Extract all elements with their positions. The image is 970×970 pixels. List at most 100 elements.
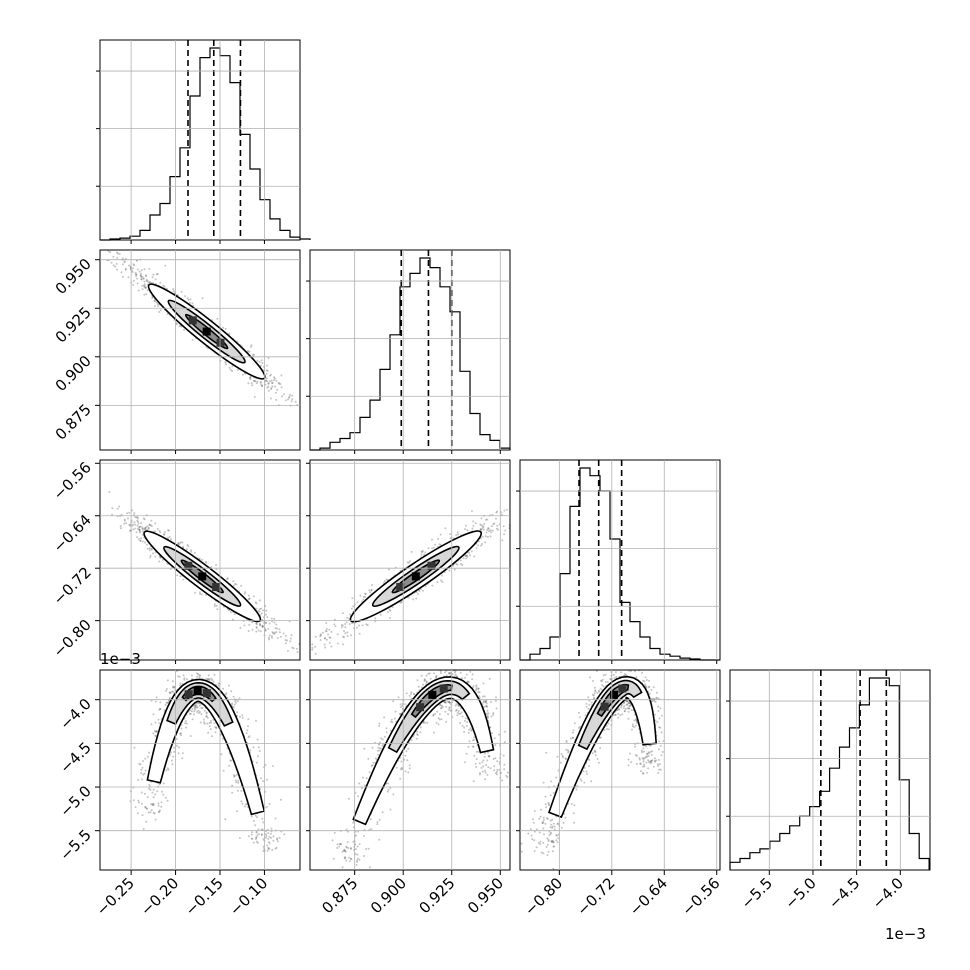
sample-point <box>489 529 492 532</box>
sample-point <box>148 547 151 550</box>
sample-point <box>247 630 250 632</box>
sample-point <box>421 549 424 552</box>
sample-point <box>220 753 223 756</box>
sample-point <box>265 369 268 372</box>
sample-point <box>142 760 144 763</box>
sample-point <box>200 593 203 596</box>
sample-point <box>234 779 237 782</box>
sample-point <box>265 835 268 837</box>
sample-point <box>158 722 161 725</box>
sample-point <box>490 525 493 528</box>
sample-point <box>141 766 144 769</box>
sample-point <box>142 277 145 280</box>
sample-point <box>154 730 156 733</box>
sample-point <box>265 364 268 367</box>
sample-point <box>486 535 489 538</box>
sample-point <box>358 632 361 635</box>
sample-point <box>136 268 139 271</box>
sample-point <box>288 396 290 399</box>
sample-point <box>144 769 147 772</box>
sample-point <box>162 793 165 796</box>
sample-point <box>410 550 413 553</box>
sample-point <box>217 682 220 685</box>
sample-point <box>145 279 148 282</box>
sample-point <box>489 535 492 538</box>
sample-point <box>138 762 141 765</box>
sample-point <box>471 527 474 530</box>
sample-point <box>150 809 153 812</box>
sample-point <box>154 721 157 724</box>
sample-point <box>279 798 282 801</box>
sample-point <box>496 524 499 527</box>
sample-point <box>233 613 236 616</box>
sample-point <box>142 284 145 287</box>
sample-point <box>128 264 130 267</box>
sample-point <box>349 613 351 616</box>
sample-point <box>243 592 246 595</box>
sample-point <box>251 384 254 387</box>
sample-point <box>239 626 242 629</box>
sample-point <box>142 773 145 776</box>
sample-point <box>224 327 227 330</box>
sample-point <box>196 672 198 675</box>
sample-point <box>256 816 258 819</box>
sample-point <box>155 273 158 276</box>
sample-point <box>140 791 143 794</box>
sample-point <box>222 769 225 772</box>
sample-point <box>235 583 238 586</box>
histogram-panel-2 <box>516 459 721 661</box>
sample-point <box>183 677 186 680</box>
sample-point <box>495 517 497 520</box>
sample-point <box>364 592 367 595</box>
sample-point <box>216 317 219 320</box>
sample-point <box>247 382 250 385</box>
sample-point <box>283 393 285 396</box>
sample-point <box>121 263 124 266</box>
sample-point <box>289 640 292 643</box>
sample-point <box>159 701 162 704</box>
sample-point <box>255 719 257 722</box>
sample-point <box>494 700 497 702</box>
sample-point <box>285 642 287 645</box>
sample-point <box>139 539 142 542</box>
sample-point <box>184 722 187 725</box>
sample-point <box>341 624 344 627</box>
sample-point <box>121 275 124 278</box>
sample-point <box>233 775 236 778</box>
sample-point <box>247 594 250 597</box>
sample-point <box>464 528 466 531</box>
sample-point <box>217 684 220 687</box>
sample-point <box>388 568 390 571</box>
sample-point <box>154 700 157 703</box>
sample-point <box>385 727 388 730</box>
sample-point <box>214 731 217 734</box>
sample-point <box>179 682 182 685</box>
sample-point <box>157 305 160 308</box>
sample-point <box>506 508 508 511</box>
sample-point <box>137 812 139 815</box>
sample-point <box>143 285 146 288</box>
sample-point <box>453 568 456 571</box>
sample-point <box>472 520 475 523</box>
sample-point <box>346 616 349 619</box>
sample-point <box>144 541 147 544</box>
sample-point <box>261 361 264 364</box>
sample-point <box>278 631 281 634</box>
sample-point <box>196 675 199 678</box>
sample-point <box>276 388 279 391</box>
sample-point <box>232 695 235 698</box>
sample-point <box>150 519 153 522</box>
sample-point <box>277 381 280 384</box>
sample-point <box>484 535 487 538</box>
sample-point <box>169 691 171 694</box>
sample-point <box>187 545 190 548</box>
sample-point <box>134 523 137 526</box>
density-peak <box>202 327 211 336</box>
sample-point <box>158 810 161 813</box>
sample-point <box>194 708 197 711</box>
sample-point <box>294 400 297 403</box>
sample-point <box>249 376 252 379</box>
sample-point <box>135 516 138 519</box>
sample-point <box>171 686 174 689</box>
sample-point <box>213 722 216 725</box>
